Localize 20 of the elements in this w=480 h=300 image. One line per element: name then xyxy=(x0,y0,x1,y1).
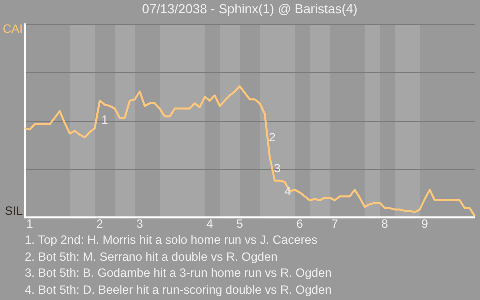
x-tick-label: 6 xyxy=(296,217,304,232)
x-tick-label: 4 xyxy=(206,217,214,232)
chart-title: 07/13/2038 - Sphinx(1) @ Baristas(4) xyxy=(142,1,358,16)
x-tick-label: 9 xyxy=(422,217,429,232)
text: SIL xyxy=(4,204,24,218)
annotation: 4 xyxy=(284,184,292,199)
text: 4. Bot 5th: D. Beeler hit a run-scoring double vs R. Ogden xyxy=(25,282,332,298)
x-tick-label: 2 xyxy=(96,217,104,232)
x-tick-label: 5 xyxy=(236,217,244,232)
x-tick-label: 1 xyxy=(26,217,34,232)
x-tick-label: 7 xyxy=(332,217,339,232)
x-tick-label: 3 xyxy=(136,217,144,232)
annotation: 2 xyxy=(269,130,276,144)
x-tick-label: 8 xyxy=(382,217,389,232)
annotation: 3 xyxy=(274,161,282,176)
annotation: 1 xyxy=(102,112,109,127)
text: CAI xyxy=(2,22,23,36)
text: 1. Top 2nd: H. Morris hit a solo home run vs J. Caceres xyxy=(25,232,319,248)
text: 2. Bot 5th: M. Serrano hit a double vs R. Ogden xyxy=(25,248,279,265)
text: 3. Bot 5th: B. Godambe hit a 3-run home run vs R. Ogden xyxy=(25,265,332,282)
